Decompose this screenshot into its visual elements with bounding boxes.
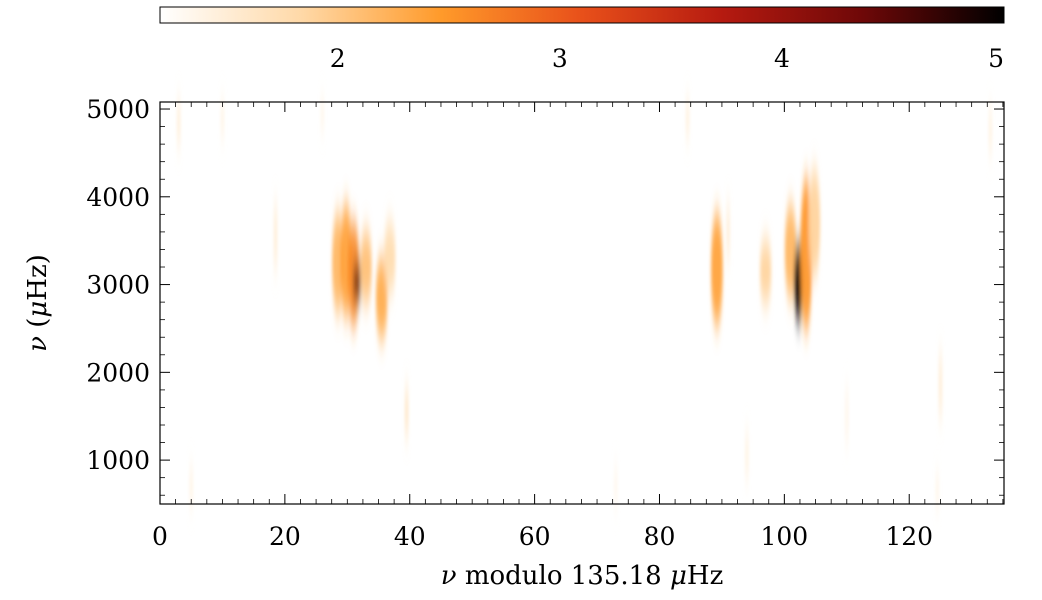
noise-streak xyxy=(614,468,618,504)
power-ridge xyxy=(360,231,373,303)
noise-streak xyxy=(686,102,690,136)
noise-streak xyxy=(988,109,992,153)
power-ridge xyxy=(808,170,821,276)
noise-streak xyxy=(320,102,324,127)
plot-background xyxy=(160,102,1004,504)
noise-streak xyxy=(274,205,278,268)
noise-streak xyxy=(935,477,939,504)
noise-streak xyxy=(938,354,942,417)
y-axis-ticks: 1000 2000 3000 4000 5000 xyxy=(86,95,1004,496)
noise-streak xyxy=(189,468,193,504)
y-tick-label: 3000 xyxy=(86,271,150,300)
x-tick-label: 120 xyxy=(885,522,933,551)
y-tick-label: 2000 xyxy=(86,358,150,387)
x-axis-title: ν modulo 135.18 μHz xyxy=(441,561,724,591)
colorbar-tick-label: 4 xyxy=(774,44,790,73)
noise-streak xyxy=(845,389,849,443)
colorbar-tick-label: 5 xyxy=(988,44,1004,73)
plot-area: 0 20 40 60 80 100 120 1000 2000 3000 4000 5000 xyxy=(86,95,1005,551)
noise-streak xyxy=(726,205,730,259)
x-tick-label: 0 xyxy=(152,522,168,551)
power-ridge xyxy=(352,267,363,298)
noise-streak xyxy=(177,102,181,145)
colorbar-tick-label: 2 xyxy=(330,44,346,73)
x-tick-label: 80 xyxy=(644,522,676,551)
plot-frame xyxy=(159,101,1005,505)
noise-streak xyxy=(745,433,749,478)
heatmap-ridges xyxy=(331,170,821,338)
colorbar: 2 3 4 5 xyxy=(159,6,1005,73)
colorbar-gradient xyxy=(159,6,1005,24)
power-ridge xyxy=(383,223,396,294)
x-tick-label: 40 xyxy=(394,522,426,551)
y-tick-label: 5000 xyxy=(86,95,150,124)
colorbar-ticks: 2 3 4 5 xyxy=(330,44,1004,73)
noise-streak xyxy=(405,389,409,434)
colorbar-tick-label: 3 xyxy=(552,44,568,73)
x-axis-ticks: 0 20 40 60 80 100 120 xyxy=(152,102,1004,551)
x-tick-label: 20 xyxy=(269,522,301,551)
noise-streak xyxy=(220,102,224,136)
y-tick-label: 1000 xyxy=(86,446,150,475)
power-ridge xyxy=(759,240,772,303)
power-ridge xyxy=(375,258,388,338)
x-tick-label: 100 xyxy=(760,522,808,551)
x-tick-label: 60 xyxy=(519,522,551,551)
heatmap-streaks xyxy=(177,102,992,504)
power-ridge xyxy=(784,205,797,298)
y-axis-title: ν (μHz) xyxy=(23,254,53,352)
y-tick-label: 4000 xyxy=(86,183,150,212)
power-ridge xyxy=(710,214,723,325)
